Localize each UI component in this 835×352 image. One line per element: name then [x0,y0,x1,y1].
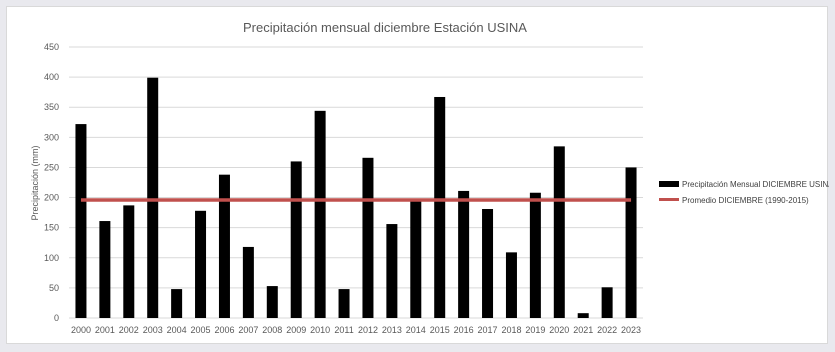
bar [266,286,278,318]
bar [314,110,326,318]
y-tick-label: 50 [49,283,59,293]
x-tick-label: 2008 [262,325,282,335]
bars [75,77,637,319]
y-tick-label: 400 [44,72,59,82]
x-tick-label: 2013 [382,325,402,335]
bar [171,289,183,318]
x-tick-label: 2014 [406,325,426,335]
legend-label-bars: Precipitación Mensual DICIEMBRE USINA [682,180,829,189]
bar [577,313,589,318]
bar [75,124,87,318]
x-tick-label: 2019 [525,325,545,335]
x-tick-label: 2023 [621,325,641,335]
x-tick-label: 2004 [167,325,187,335]
x-tick-label: 2002 [119,325,139,335]
y-tick-label: 450 [44,42,59,52]
x-tick-label: 2010 [310,325,330,335]
bar [386,224,398,318]
legend-swatch-bars [659,181,679,187]
legend: Precipitación Mensual DICIEMBRE USINA Pr… [659,180,829,205]
chart-frame: Precipitación mensual diciembre Estación… [6,6,829,344]
x-tick-label: 2021 [573,325,593,335]
bar [290,161,302,318]
x-tick-label: 2017 [478,325,498,335]
x-tick-label: 2016 [454,325,474,335]
bar [410,201,422,318]
x-tick-label: 2003 [143,325,163,335]
y-axis-label: Precipitación (mm) [30,145,40,220]
y-tick-label: 150 [44,223,59,233]
bar [195,210,207,318]
y-tick-label: 250 [44,162,59,172]
x-tick-label: 2006 [214,325,234,335]
gridlines [69,46,643,319]
bar [362,157,374,318]
y-tick-label: 300 [44,132,59,142]
x-tick-label: 2012 [358,325,378,335]
legend-label-average: Promedio DICIEMBRE (1990-2015) [682,196,809,205]
x-tick-label: 2018 [501,325,521,335]
chart-svg: Precipitación mensual diciembre Estación… [30,20,829,335]
bar [99,221,111,318]
bar [505,252,517,318]
x-tick-label: 2020 [549,325,569,335]
x-axis-tick-labels: 2000 2001 2002 2003 2004 2005 2006 2007 2008 2009… [71,325,641,335]
y-tick-label: 100 [44,253,59,263]
x-tick-label: 2009 [286,325,306,335]
x-tick-label: 2015 [430,325,450,335]
chart-title: Precipitación mensual diciembre Estación… [243,20,527,35]
x-tick-label: 2022 [597,325,617,335]
x-tick-label: 2007 [238,325,258,335]
y-axis-tick-labels: 0 50 100 150 200 250 300 350 400 450 [44,42,59,323]
bar [625,167,637,318]
x-tick-label: 2005 [191,325,211,335]
bar [553,146,565,318]
x-tick-label: 2000 [71,325,91,335]
y-tick-label: 0 [54,313,59,323]
bar [458,190,470,318]
bar [123,205,135,318]
bar [482,208,494,318]
legend-swatch-average [659,198,679,201]
y-tick-label: 350 [44,102,59,112]
bar [338,289,350,318]
bar [218,174,230,318]
y-tick-label: 200 [44,193,59,203]
bar [147,77,159,318]
bar [434,96,446,319]
x-tick-label: 2011 [334,325,353,335]
bar [601,287,613,318]
bar [242,246,254,318]
bar [529,192,541,318]
x-tick-label: 2001 [95,325,115,335]
